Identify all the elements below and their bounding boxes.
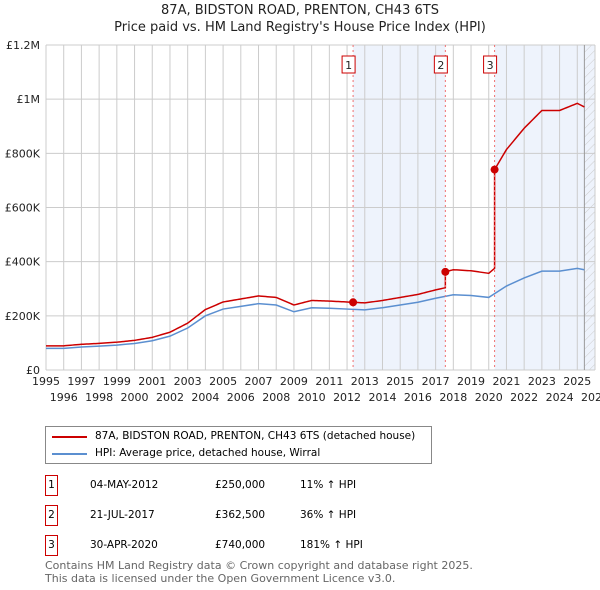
footer: Contains HM Land Registry data © Crown c…	[45, 559, 473, 585]
sale-point	[441, 267, 450, 276]
x-tick-label: 2001	[138, 375, 166, 388]
sale-hpi-diff: 181% ↑ HPI	[300, 539, 363, 551]
x-tick-label: 2025	[563, 375, 591, 388]
chart: 1995 1996 1997 1998 1999 2000 2001 2002 2003 2004…	[5, 39, 600, 404]
x-tick-label: 2020	[475, 391, 503, 404]
x-tick-label: 2013	[351, 375, 379, 388]
x-tick-label: 2018	[439, 391, 467, 404]
x-tick-label: 2016	[404, 391, 432, 404]
x-tick-label: 1999	[103, 375, 131, 388]
sale-price: £250,000	[215, 479, 266, 491]
sale-label-box	[483, 55, 498, 74]
x-tick-label: 2002	[156, 391, 184, 404]
sale-label-box	[341, 55, 356, 74]
x-tick-label: 1998	[85, 391, 113, 404]
x-tick-label: 2012	[333, 391, 361, 404]
y-tick-label: £400K	[5, 256, 41, 269]
chart-subtitle: Price paid vs. HM Land Registry's House …	[114, 20, 486, 35]
x-tick-label: 2009	[280, 375, 308, 388]
x-tick-label: 2026	[581, 391, 600, 404]
sale-price: £740,000	[215, 539, 266, 551]
footer-line: This data is licensed under the Open Gov…	[45, 572, 396, 585]
x-tick-label: 2007	[245, 375, 273, 388]
x-tick-label: 2008	[262, 391, 290, 404]
hpi-line	[46, 267, 585, 350]
sale-number: 3	[45, 535, 58, 556]
sale-date: 04-MAY-2012	[90, 479, 159, 491]
legend-label-property: 87A, BIDSTON ROAD, PRENTON, CH43 6TS (de…	[95, 430, 416, 442]
sale-point	[349, 298, 358, 307]
sale-label: 1	[345, 59, 352, 72]
legend: 87A, BIDSTON ROAD, PRENTON, CH43 6TS (de…	[45, 426, 432, 464]
x-tick-label: 2023	[528, 375, 556, 388]
legend-swatch-hpi	[52, 452, 87, 455]
y-tick-label: £600K	[5, 202, 41, 215]
x-tick-label: 2014	[368, 391, 396, 404]
sale-number: 2	[45, 505, 58, 526]
x-tick-label: 2015	[386, 375, 414, 388]
sale-label: 3	[487, 59, 494, 72]
property-line	[46, 102, 585, 347]
footer-line: Contains HM Land Registry data © Crown c…	[45, 559, 473, 572]
x-tick-label: 1995	[32, 375, 60, 388]
sale-price: £362,500	[215, 509, 266, 521]
chart-title: 87A, BIDSTON ROAD, PRENTON, CH43 6TS	[161, 3, 439, 18]
x-tick-label: 2017	[422, 375, 450, 388]
x-tick-label: 2011	[315, 375, 343, 388]
x-tick-label: 1997	[67, 375, 95, 388]
x-tick-label: 1996	[50, 391, 78, 404]
sale-hpi-diff: 36% ↑ HPI	[300, 509, 357, 521]
x-tick-label: 2005	[209, 375, 237, 388]
x-tick-label: 2024	[546, 391, 574, 404]
x-tick-label: 2004	[191, 391, 219, 404]
sale-label: 2	[437, 59, 444, 72]
sale-date: 21-JUL-2017	[90, 509, 155, 521]
x-tick-label: 2010	[298, 391, 326, 404]
x-tick-label: 2006	[227, 391, 255, 404]
sale-row: 1 04-MAY-2012 £250,000 11% ↑ HPI	[45, 475, 445, 496]
x-tick-label: 2019	[457, 375, 485, 388]
legend-label-hpi: HPI: Average price, detached house, Wirr…	[95, 447, 321, 459]
sale-number: 1	[45, 475, 58, 496]
sale-hpi-diff: 11% ↑ HPI	[300, 479, 357, 491]
x-tick-label: 2000	[121, 391, 149, 404]
y-tick-label: £0	[26, 364, 40, 377]
x-tick-label: 2022	[510, 391, 538, 404]
sale-row: 2 21-JUL-2017 £362,500 36% ↑ HPI	[45, 505, 445, 526]
legend-swatch-property	[52, 435, 87, 438]
y-tick-label: £1M	[17, 93, 41, 106]
y-tick-label: £200K	[5, 310, 41, 323]
y-tick-label: £800K	[5, 147, 41, 160]
x-tick-label: 2003	[174, 375, 202, 388]
sale-row: 3 30-APR-2020 £740,000 181% ↑ HPI	[45, 535, 445, 556]
y-tick-label: £1.2M	[6, 39, 40, 52]
sale-date: 30-APR-2020	[90, 539, 158, 551]
x-tick-label: 2021	[492, 375, 520, 388]
sale-point	[490, 165, 499, 174]
sale-label-box	[433, 55, 448, 74]
